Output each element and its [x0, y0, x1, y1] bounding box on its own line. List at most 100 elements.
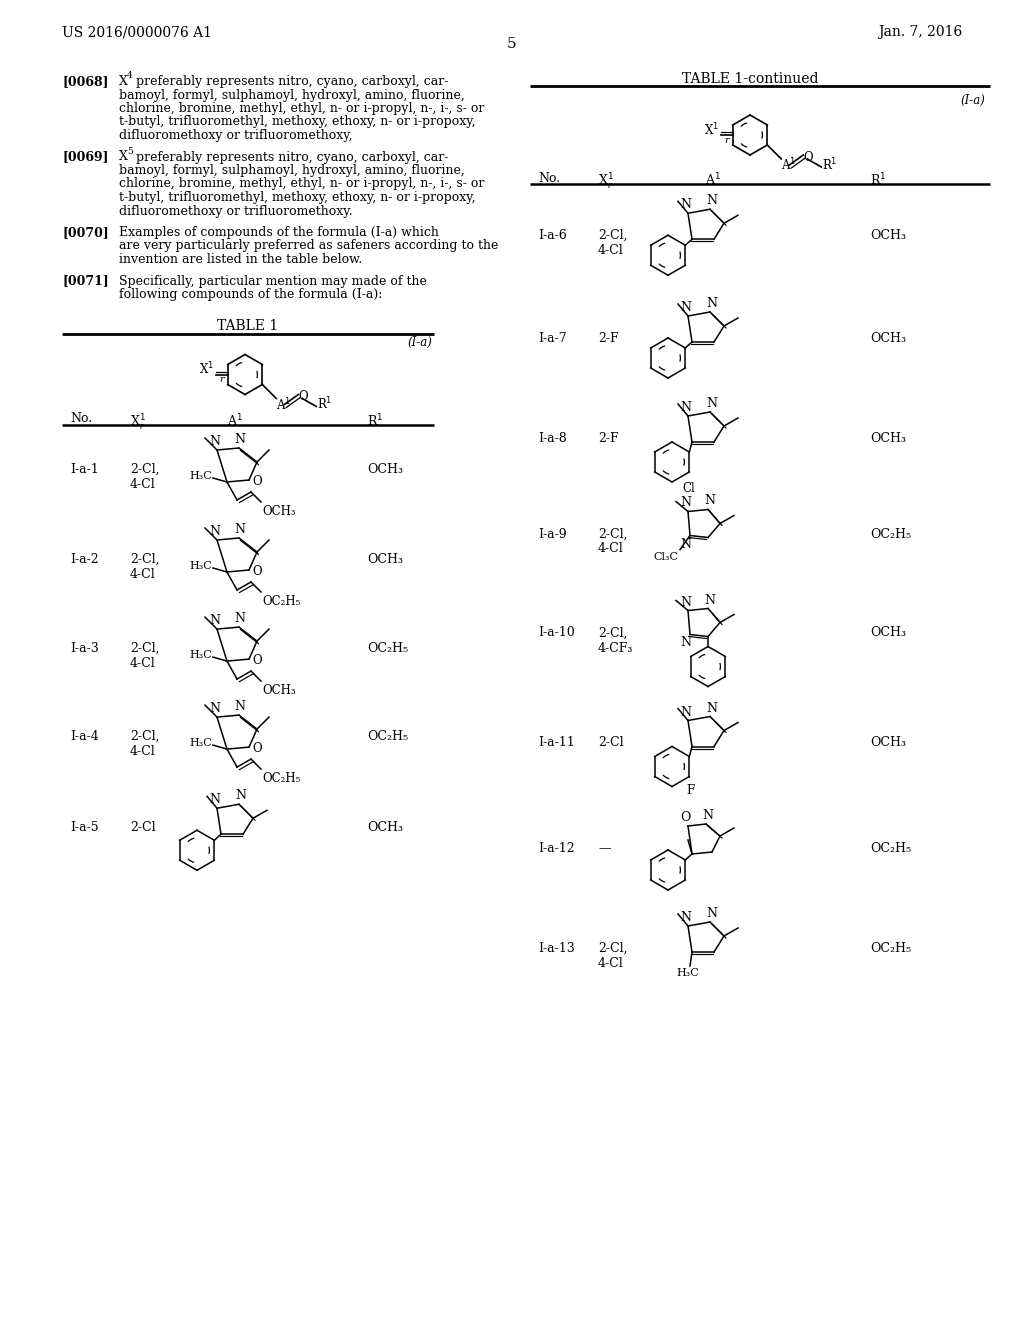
Text: R$^1$: R$^1$ — [822, 157, 838, 173]
Text: O: O — [252, 565, 261, 578]
Text: N: N — [702, 809, 714, 822]
Text: 2-Cl,
4-Cl: 2-Cl, 4-Cl — [598, 942, 628, 970]
Text: O: O — [252, 655, 261, 667]
Text: N: N — [234, 433, 246, 446]
Text: O: O — [298, 391, 308, 404]
Text: difluoromethoxy or trifluoromethoxy,: difluoromethoxy or trifluoromethoxy, — [119, 129, 352, 143]
Text: I-a-6: I-a-6 — [538, 230, 566, 243]
Text: 2-Cl,
4-CF₃: 2-Cl, 4-CF₃ — [598, 627, 634, 655]
Text: H₃C: H₃C — [189, 651, 212, 660]
Text: OC₂H₅: OC₂H₅ — [870, 842, 911, 855]
Text: OCH₃: OCH₃ — [870, 627, 906, 639]
Text: N: N — [707, 397, 718, 411]
Text: N: N — [705, 495, 716, 507]
Text: preferably represents nitro, cyano, carboxyl, car-: preferably represents nitro, cyano, carb… — [132, 75, 449, 88]
Text: 2-Cl,
4-Cl: 2-Cl, 4-Cl — [130, 463, 160, 491]
Text: I-a-11: I-a-11 — [538, 737, 574, 750]
Text: I-a-10: I-a-10 — [538, 627, 574, 639]
Text: N: N — [707, 907, 718, 920]
Text: are very particularly preferred as safeners according to the: are very particularly preferred as safen… — [119, 239, 499, 252]
Text: 2-Cl,
4-Cl: 2-Cl, 4-Cl — [130, 730, 160, 758]
Text: OCH₃: OCH₃ — [870, 230, 906, 243]
Text: N: N — [234, 523, 246, 536]
Text: OC₂H₅: OC₂H₅ — [367, 730, 409, 743]
Text: H₃C: H₃C — [189, 561, 212, 572]
Text: N: N — [681, 198, 691, 211]
Text: 2-Cl,
4-Cl: 2-Cl, 4-Cl — [130, 642, 160, 671]
Text: H₃C: H₃C — [677, 968, 699, 978]
Text: OCH₃: OCH₃ — [262, 684, 296, 697]
Text: N: N — [707, 194, 718, 207]
Text: N: N — [681, 911, 691, 924]
Text: 2-Cl,
4-Cl: 2-Cl, 4-Cl — [598, 528, 628, 556]
Text: [0068]: [0068] — [62, 75, 109, 88]
Text: r: r — [220, 375, 224, 384]
Text: TABLE 1-continued: TABLE 1-continued — [682, 73, 818, 86]
Text: OCH₃: OCH₃ — [262, 506, 296, 517]
Text: OCH₃: OCH₃ — [870, 432, 906, 445]
Text: A$^1$: A$^1$ — [276, 396, 292, 413]
Text: N: N — [210, 436, 220, 447]
Text: Examples of compounds of the formula (I-a) which: Examples of compounds of the formula (I-… — [119, 226, 439, 239]
Text: N: N — [681, 301, 691, 314]
Text: No.: No. — [538, 172, 560, 185]
Text: 4: 4 — [127, 71, 133, 81]
Text: OCH₃: OCH₃ — [367, 821, 403, 834]
Text: I-a-1: I-a-1 — [70, 463, 98, 477]
Text: No.: No. — [70, 412, 92, 425]
Text: 2-Cl,
4-Cl: 2-Cl, 4-Cl — [130, 553, 160, 581]
Text: 2-F: 2-F — [598, 432, 618, 445]
Text: (I-a): (I-a) — [408, 335, 432, 348]
Text: X: X — [119, 150, 128, 164]
Text: OCH₃: OCH₃ — [367, 463, 403, 477]
Text: A$^1$: A$^1$ — [781, 157, 797, 174]
Text: [0069]: [0069] — [62, 150, 109, 164]
Text: R$^1$: R$^1$ — [367, 412, 383, 429]
Text: Jan. 7, 2016: Jan. 7, 2016 — [878, 25, 962, 40]
Text: Cl₃C: Cl₃C — [653, 552, 678, 561]
Text: OC₂H₅: OC₂H₅ — [262, 595, 300, 609]
Text: 2-F: 2-F — [598, 333, 618, 345]
Text: OCH₃: OCH₃ — [367, 553, 403, 566]
Text: OC₂H₅: OC₂H₅ — [367, 642, 409, 655]
Text: X: X — [119, 75, 128, 88]
Text: O: O — [252, 742, 261, 755]
Text: N: N — [681, 401, 691, 414]
Text: Cl: Cl — [682, 482, 694, 495]
Text: t-butyl, trifluoromethyl, methoxy, ethoxy, n- or i-propoxy,: t-butyl, trifluoromethyl, methoxy, ethox… — [119, 116, 475, 128]
Text: N: N — [210, 525, 220, 539]
Text: O: O — [803, 150, 813, 164]
Text: bamoyl, formyl, sulphamoyl, hydroxyl, amino, fluorine,: bamoyl, formyl, sulphamoyl, hydroxyl, am… — [119, 164, 465, 177]
Text: N: N — [707, 701, 718, 714]
Text: N: N — [234, 700, 246, 713]
Text: 5: 5 — [127, 147, 133, 156]
Text: N: N — [707, 297, 718, 310]
Text: X$^1_{r}$: X$^1_{r}$ — [130, 412, 145, 433]
Text: OC₂H₅: OC₂H₅ — [870, 942, 911, 954]
Text: I-a-5: I-a-5 — [70, 821, 98, 834]
Text: 5: 5 — [507, 37, 517, 51]
Text: TABLE 1: TABLE 1 — [217, 319, 279, 334]
Text: difluoromethoxy or trifluoromethoxy.: difluoromethoxy or trifluoromethoxy. — [119, 205, 352, 218]
Text: N: N — [681, 537, 691, 550]
Text: I-a-4: I-a-4 — [70, 730, 98, 743]
Text: 2-Cl,
4-Cl: 2-Cl, 4-Cl — [598, 230, 628, 257]
Text: bamoyl, formyl, sulphamoyl, hydroxyl, amino, fluorine,: bamoyl, formyl, sulphamoyl, hydroxyl, am… — [119, 88, 465, 102]
Text: I-a-12: I-a-12 — [538, 842, 574, 855]
Text: preferably represents nitro, cyano, carboxyl, car-: preferably represents nitro, cyano, carb… — [132, 150, 449, 164]
Text: N: N — [236, 789, 247, 803]
Text: US 2016/0000076 A1: US 2016/0000076 A1 — [62, 25, 212, 40]
Text: F: F — [686, 784, 694, 797]
Text: O: O — [252, 475, 261, 488]
Text: I-a-13: I-a-13 — [538, 942, 574, 954]
Text: R$^1$: R$^1$ — [870, 172, 886, 189]
Text: I-a-8: I-a-8 — [538, 432, 566, 445]
Text: [0071]: [0071] — [62, 275, 109, 288]
Text: N: N — [705, 594, 716, 606]
Text: R$^1$: R$^1$ — [317, 396, 333, 413]
Text: OCH₃: OCH₃ — [870, 333, 906, 345]
Text: N: N — [210, 793, 220, 807]
Text: X$^1_{r}$: X$^1_{r}$ — [598, 172, 613, 193]
Text: N: N — [210, 702, 220, 715]
Text: I-a-7: I-a-7 — [538, 333, 566, 345]
